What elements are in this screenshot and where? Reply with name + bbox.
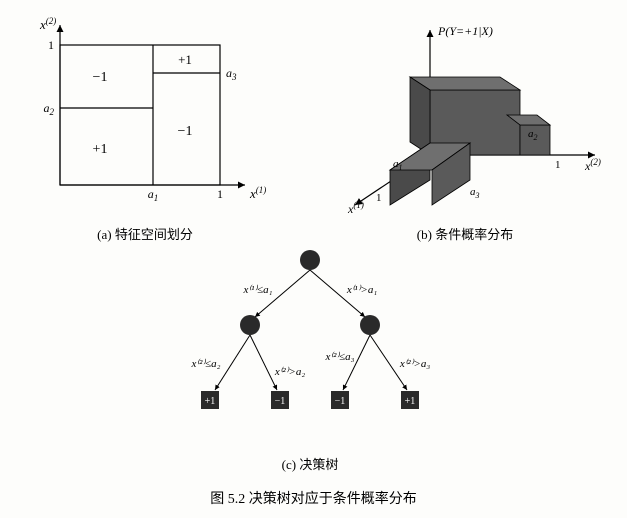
a1-tick: a1 [148, 187, 159, 203]
conditional-prob-3d: P(Y=+1|X) x(2) x(1) 1 1 a1 a2 a3 [320, 15, 610, 215]
x1-tick-1: 1 [376, 192, 382, 204]
region-bottom-right: −1 [178, 124, 193, 139]
x2-tick-1: 1 [555, 159, 561, 171]
z-axis-label: P(Y=+1|X) [437, 24, 493, 38]
panel-b: P(Y=+1|X) x(2) x(1) 1 1 a1 a2 a3 (b) 条件概… [320, 15, 610, 243]
a3-tick: a3 [226, 66, 237, 82]
figure-caption: 图 5.2 决策树对应于条件概率分布 [10, 488, 617, 508]
leaf-lr-label: −1 [275, 396, 286, 407]
panel-c: +1 −1 −1 +1 x⁽¹⁾≤a₁ x⁽¹⁾>a₁ x⁽²⁾≤a₂ x⁽²⁾… [160, 245, 460, 473]
region-bottom-left: +1 [93, 142, 108, 157]
y-tick-1: 1 [48, 38, 54, 52]
tree-left-node [240, 315, 260, 335]
b-a3-label: a3 [470, 186, 480, 200]
leaf-ll-label: +1 [205, 396, 216, 407]
x1-axis-label: x(1) [347, 200, 364, 215]
tree-right-node [360, 315, 380, 335]
feature-space-partition: −1 +1 +1 −1 1 1 a1 a2 a3 x(1) x( [20, 15, 270, 215]
region-top-left: −1 [93, 70, 108, 85]
edge-root-left: x⁽¹⁾≤a₁ [243, 284, 273, 296]
leaf-rl-label: −1 [335, 396, 346, 407]
tree-root-node [300, 250, 320, 270]
decision-tree: +1 −1 −1 +1 x⁽¹⁾≤a₁ x⁽¹⁾>a₁ x⁽²⁾≤a₂ x⁽²⁾… [160, 245, 460, 445]
x2-axis-label: x(2) [584, 157, 601, 173]
panel-b-caption: (b) 条件概率分布 [320, 224, 610, 243]
figure-5-2: −1 +1 +1 −1 1 1 a1 a2 a3 x(1) x( [10, 10, 617, 508]
y-axis-label: x(2) [39, 16, 56, 32]
panel-c-caption: (c) 决策树 [160, 454, 460, 473]
x-axis-label: x(1) [249, 185, 266, 201]
edge-left-left: x⁽²⁾≤a₂ [191, 358, 221, 370]
b-a1-label: a1 [393, 158, 403, 172]
region-top-right: +1 [178, 52, 192, 67]
a2-tick: a2 [44, 101, 55, 117]
edge-right-left: x⁽²⁾≤a₃ [325, 351, 355, 363]
edge-root-right: x⁽¹⁾>a₁ [346, 284, 378, 296]
edge-left-right: x⁽²⁾>a₂ [274, 366, 306, 378]
x-tick-1: 1 [217, 187, 223, 201]
panel-a: −1 +1 +1 −1 1 1 a1 a2 a3 x(1) x( [20, 15, 270, 243]
panel-a-caption: (a) 特征空间划分 [20, 224, 270, 243]
edge-right-right: x⁽²⁾>a₃ [399, 358, 431, 370]
leaf-rr-label: +1 [405, 396, 416, 407]
